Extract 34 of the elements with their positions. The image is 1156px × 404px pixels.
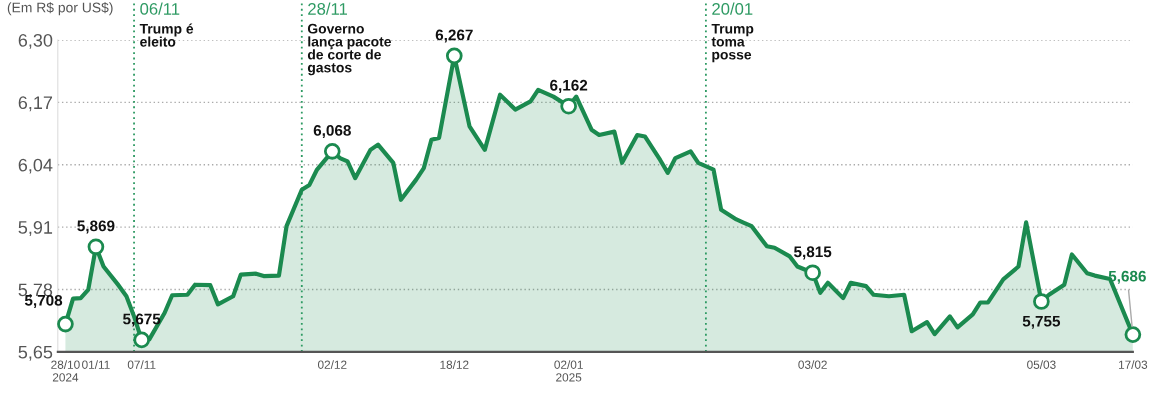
annotation: 6,068 bbox=[313, 124, 351, 139]
point bbox=[804, 264, 821, 282]
y-tick-label: 6,04 bbox=[18, 158, 53, 174]
point bbox=[133, 331, 151, 349]
annotation: 5,869 bbox=[77, 220, 115, 234]
y-tick-label: 6,17 bbox=[18, 96, 53, 112]
ref-line-label: 06/11 Trump é eleito bbox=[139, 2, 194, 47]
point bbox=[87, 238, 105, 256]
chart-subtitle: (Em R$ por US$) bbox=[7, 2, 113, 16]
point bbox=[1033, 293, 1050, 310]
x-tick-label: 28/10 2024 bbox=[51, 360, 80, 382]
y-tick-label: 6,30 bbox=[18, 33, 53, 49]
annotation: 5,686 bbox=[1108, 270, 1146, 284]
x-tick-label: 07/11 bbox=[127, 360, 156, 369]
point bbox=[445, 47, 463, 65]
x-tick-label: 01/11 bbox=[82, 360, 110, 369]
x-tick-label: 02/12 bbox=[317, 360, 347, 369]
ref-line-label: 28/11 Governo lança pacote de corte de gastos bbox=[307, 2, 392, 76]
annotation: 6,267 bbox=[435, 29, 473, 43]
point bbox=[57, 315, 74, 333]
point bbox=[560, 97, 577, 115]
point bbox=[1124, 326, 1142, 343]
annotation: 5,815 bbox=[794, 246, 832, 260]
ref-line-label: 20/01 Trump toma posse bbox=[711, 2, 754, 63]
annotation: 6,162 bbox=[550, 79, 588, 93]
x-tick-label: 02/01 2025 bbox=[554, 360, 583, 382]
point bbox=[323, 142, 341, 160]
y-tick-label: 5,65 bbox=[18, 345, 53, 361]
x-tick-label: 17/03 bbox=[1119, 360, 1148, 369]
x-tick-label: 18/12 bbox=[440, 360, 469, 369]
annotation: 5,755 bbox=[1022, 315, 1061, 329]
x-tick-label: 05/03 bbox=[1027, 360, 1056, 369]
y-tick-label: 5,91 bbox=[18, 221, 53, 236]
x-tick-label: 03/02 bbox=[798, 360, 827, 369]
